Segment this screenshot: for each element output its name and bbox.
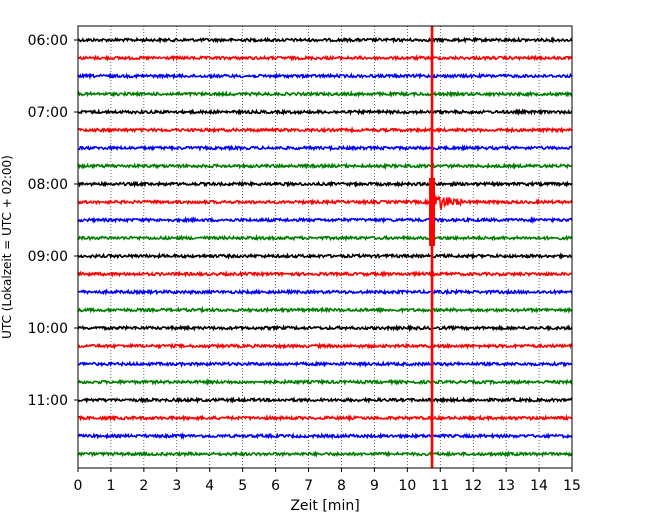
trace-line (77, 179, 573, 189)
trace-line (77, 270, 573, 278)
y-tick-label: 06:00 (28, 33, 68, 49)
x-axis-label: Zeit [min] (290, 498, 359, 514)
trace-line (77, 108, 573, 116)
trace-line (77, 90, 573, 99)
trace-line (77, 195, 573, 211)
x-tick-label: 8 (337, 478, 346, 494)
trace-line (77, 162, 573, 171)
y-axis-ticks: 06:00 07:00 08:00 09:00 10:00 11:00 (28, 33, 78, 409)
trace-line (77, 432, 573, 441)
x-tick-label: 2 (139, 478, 148, 494)
x-tick-label: 3 (172, 478, 181, 494)
trace-line (77, 72, 573, 80)
x-tick-label: 14 (530, 478, 548, 494)
x-tick-label: 12 (464, 478, 482, 494)
x-tick-label: 6 (271, 478, 280, 494)
trace-line (77, 305, 573, 314)
trace-line (77, 377, 573, 387)
trace-line (77, 233, 573, 242)
x-tick-label: 11 (431, 478, 449, 494)
trace-line (77, 215, 573, 224)
x-tick-label: 10 (398, 478, 416, 494)
trace-line (77, 342, 573, 350)
y-tick-label: 11:00 (28, 393, 68, 409)
x-axis-ticks: 0 1 2 3 4 5 6 7 8 9 10 11 12 13 14 15 (74, 468, 581, 494)
event-marker-burst (429, 178, 436, 246)
x-tick-label: 0 (74, 478, 83, 494)
trace-line (77, 396, 573, 404)
trace-line (77, 144, 573, 152)
trace-line (77, 413, 573, 423)
plot-area (78, 26, 572, 468)
x-tick-label: 9 (370, 478, 379, 494)
trace-line (77, 54, 573, 62)
x-tick-label: 7 (304, 478, 313, 494)
trace-line (77, 450, 573, 458)
event-marker-layer (429, 26, 436, 468)
y-tick-label: 07:00 (28, 105, 68, 121)
x-tick-label: 13 (497, 478, 515, 494)
trace-line (77, 287, 573, 296)
y-tick-label: 10:00 (28, 321, 68, 337)
x-tick-label: 4 (205, 478, 214, 494)
trace-line (77, 126, 573, 134)
trace-line (77, 323, 573, 333)
x-tick-label: 1 (106, 478, 115, 494)
trace-line (77, 360, 573, 368)
plot-frame (77, 25, 573, 469)
x-tick-label: 5 (238, 478, 247, 494)
y-tick-label: 09:00 (28, 249, 68, 265)
y-tick-label: 08:00 (28, 177, 68, 193)
trace-line (77, 251, 573, 261)
trace-line (77, 35, 573, 44)
x-tick-label: 15 (563, 478, 581, 494)
trace-layer (77, 35, 573, 458)
y-axis-label: UTC (Lokalzeit = UTC + 02:00) (0, 155, 14, 339)
